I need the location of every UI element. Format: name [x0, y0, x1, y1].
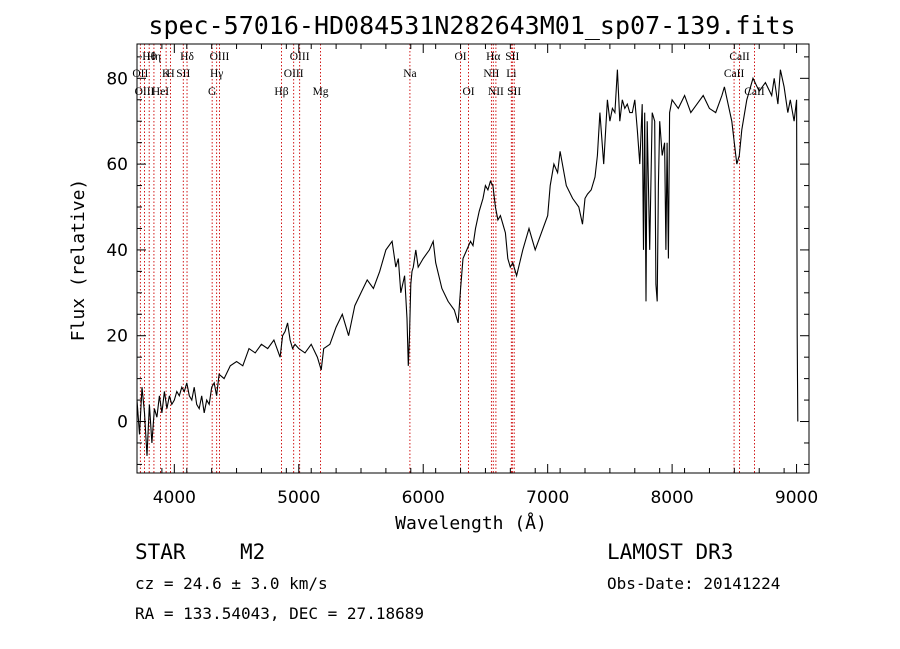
line-marker-label: Hθ: [142, 51, 156, 63]
line-marker-label: OIII: [284, 68, 304, 80]
flux-series: [136, 69, 799, 456]
line-marker-label: OI: [462, 86, 474, 98]
line-marker-label: SII: [505, 51, 519, 63]
y-axis-label: Flux (relative): [68, 179, 89, 342]
plot-frame: [136, 43, 810, 474]
line-marker-label: Hβ: [274, 86, 288, 98]
line-marker-label: Mg: [313, 86, 329, 98]
x-tick-label: 4000: [153, 488, 196, 508]
line-marker-label: Hη: [147, 51, 161, 63]
line-marker-label: Na: [403, 68, 416, 80]
line-marker-label: NII: [483, 68, 499, 80]
line-marker-label: SII: [176, 68, 190, 80]
x-tick-label: 6000: [402, 488, 445, 508]
object-subclass: M2: [240, 540, 266, 564]
line-marker-label: Hα: [486, 51, 500, 63]
x-tick-label: 7000: [526, 488, 569, 508]
y-tick-label: 40: [106, 241, 128, 261]
line-marker-label: Li: [506, 68, 516, 80]
line-marker-label: H: [166, 68, 174, 80]
x-tick-label: 8000: [650, 488, 693, 508]
x-axis-label: Wavelength (Å): [395, 512, 547, 534]
line-marker-label: CaII: [724, 68, 745, 80]
line-marker-label: Hδ: [180, 51, 194, 63]
coordinates: RA = 133.54043, DEC = 27.18689: [135, 604, 424, 623]
y-tick-label: 60: [106, 155, 128, 175]
line-marker-label: OIII: [290, 51, 310, 63]
flux-line: [136, 69, 799, 456]
obs-date: Obs-Date: 20141224: [607, 574, 781, 593]
line-marker-label: CaII: [729, 51, 750, 63]
object-class: STAR: [135, 540, 186, 564]
y-tick-label: 0: [117, 413, 128, 433]
line-marker-label: HeI: [152, 86, 169, 98]
axis-ticks: 4000 5000 6000 7000 8000 9000 0 20 40 60 80: [106, 44, 818, 508]
line-marker-label: OIII: [210, 51, 230, 63]
y-tick-label: 20: [106, 327, 128, 347]
redshift-readout: cz = 24.6 ± 3.0 km/s: [135, 574, 328, 593]
line-marker-label: K: [162, 68, 171, 80]
line-marker-label: OI: [454, 51, 466, 63]
line-marker-label: NII: [488, 86, 504, 98]
y-tick-label: 80: [106, 69, 128, 89]
line-marker-label: G: [208, 86, 216, 98]
x-tick-label: 9000: [775, 488, 818, 508]
line-marker-label: Hγ: [210, 68, 223, 80]
line-marker-label: OII: [132, 68, 148, 80]
survey-name: LAMOST DR3: [607, 540, 734, 564]
line-markers: [139, 44, 755, 473]
chart-title: spec-57016-HD084531N282643M01_sp07-139.f…: [148, 11, 795, 40]
line-marker-label: OIII: [135, 86, 155, 98]
x-tick-label: 5000: [277, 488, 320, 508]
line-marker-label: SII: [507, 86, 521, 98]
